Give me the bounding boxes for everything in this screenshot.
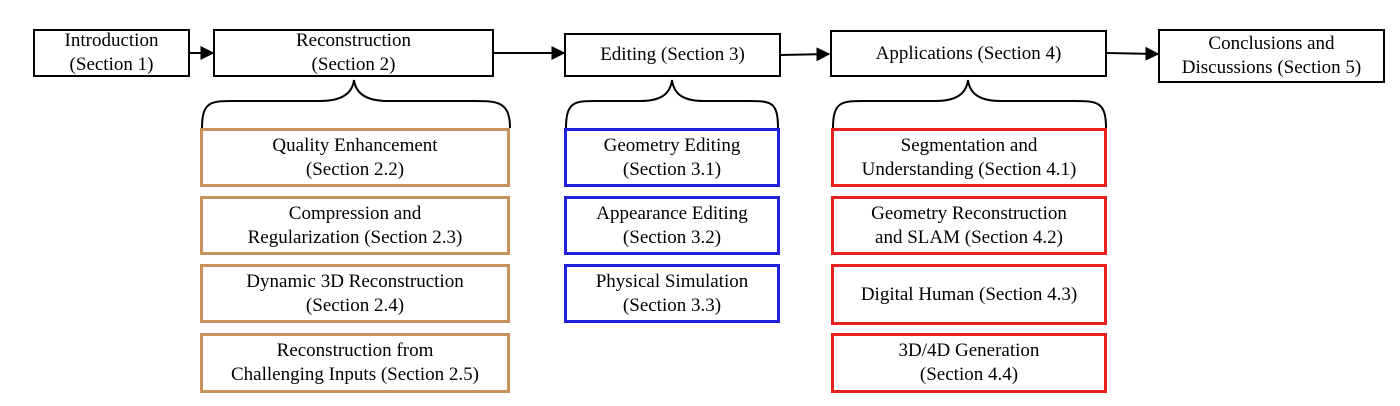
compression-regularization-box: Compression and Regularization (Section … <box>200 196 510 255</box>
geometry-editing-box: Geometry Editing (Section 3.1) <box>564 128 780 187</box>
dynamic-3d-reconstruction-box: Dynamic 3D Reconstruction (Section 2.4) <box>200 264 510 323</box>
appearance-editing-box: Appearance Editing (Section 3.2) <box>564 196 780 255</box>
challenging-inputs-box: Reconstruction from Challenging Inputs (… <box>200 333 510 393</box>
digital-human-box: Digital Human (Section 4.3) <box>831 264 1107 325</box>
editing-box: Editing (Section 3) <box>564 33 781 77</box>
brace-reconstruction <box>201 79 511 129</box>
reconstruction-box: Reconstruction (Section 2) <box>213 29 494 77</box>
introduction-box: Introduction (Section 1) <box>33 29 190 77</box>
arrow-editing-to-applications <box>780 47 831 62</box>
brace-applications <box>832 79 1107 129</box>
conclusions-box: Conclusions and Discussions (Section 5) <box>1158 29 1385 83</box>
quality-enhancement-box: Quality Enhancement (Section 2.2) <box>200 128 510 187</box>
geometry-reconstruction-slam-box: Geometry Reconstruction and SLAM (Sectio… <box>831 196 1107 255</box>
applications-box: Applications (Section 4) <box>830 30 1107 77</box>
physical-simulation-box: Physical Simulation (Section 3.3) <box>564 264 780 323</box>
arrow-applications-to-conclusions <box>1106 46 1160 61</box>
3d-4d-generation-box: 3D/4D Generation (Section 4.4) <box>831 333 1107 393</box>
segmentation-understanding-box: Segmentation and Understanding (Section … <box>831 128 1107 187</box>
brace-editing <box>565 79 779 129</box>
